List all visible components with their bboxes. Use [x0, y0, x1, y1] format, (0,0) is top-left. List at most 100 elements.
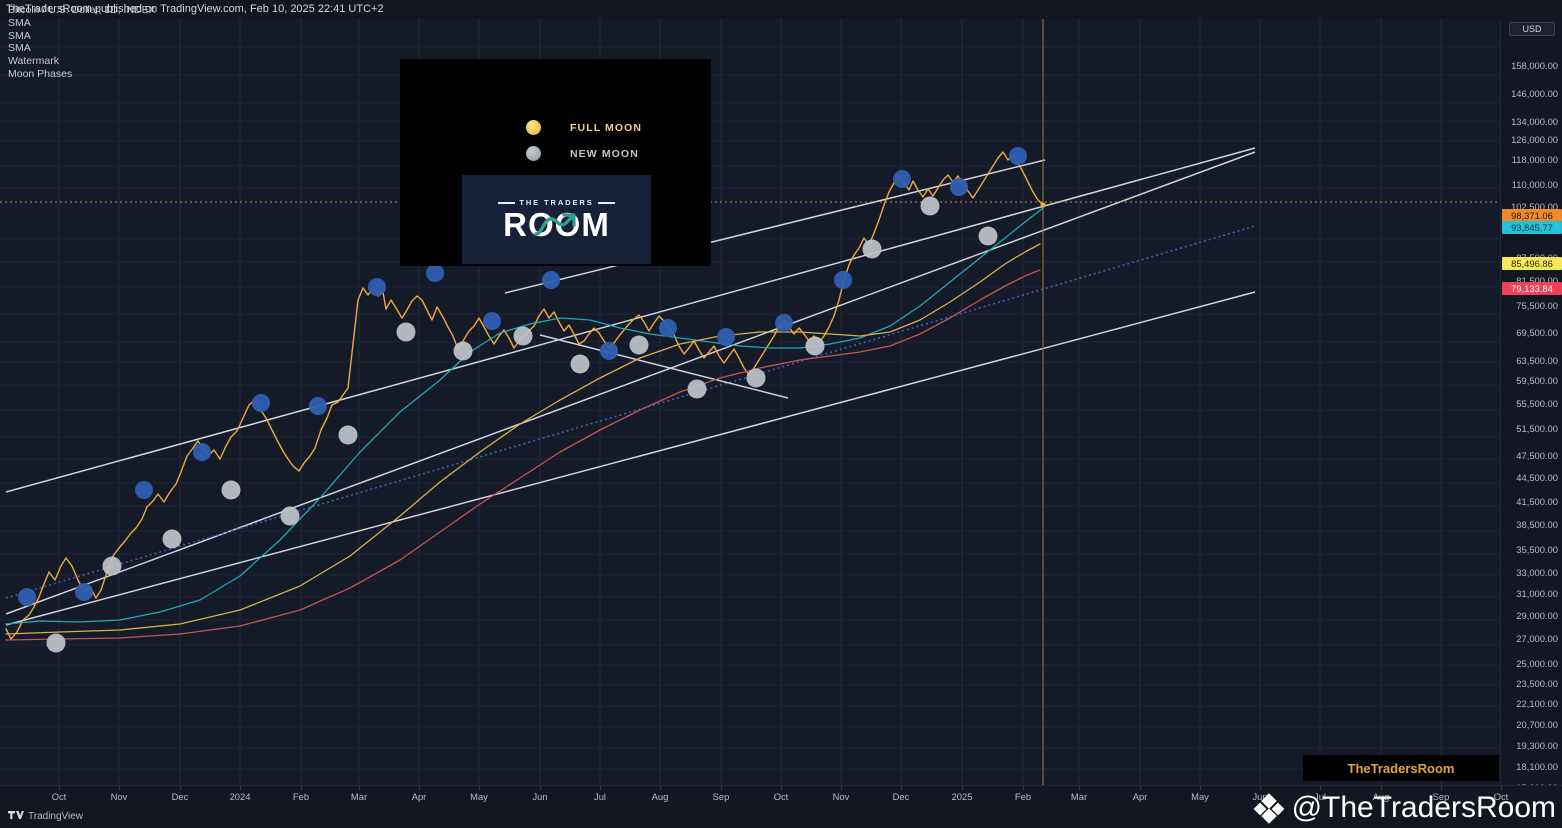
last-price-dot — [1040, 202, 1046, 208]
time-tick: Sep — [712, 791, 730, 802]
new-moon-marker[interactable] — [570, 354, 590, 374]
time-tick: Aug — [1372, 791, 1390, 802]
full-moon-marker[interactable] — [775, 314, 793, 332]
full-moon-marker[interactable] — [18, 588, 36, 606]
time-tick: Oct — [51, 791, 67, 802]
time-tick: May — [1191, 791, 1209, 802]
time-tick: 2025 — [951, 791, 973, 802]
price-tick: 35,500.00 — [1516, 544, 1558, 555]
full-moon-marker[interactable] — [950, 178, 968, 196]
new-moon-marker[interactable] — [102, 556, 122, 576]
time-tick: Oct — [773, 791, 789, 802]
time-tick: Jul — [1314, 791, 1326, 802]
new-moon-marker[interactable] — [280, 506, 300, 526]
series-line — [5, 207, 1044, 625]
full-moon-marker[interactable] — [717, 328, 735, 346]
time-tick-mark — [841, 786, 842, 790]
legend-watermark[interactable]: Watermark — [8, 55, 59, 68]
new-moon-marker[interactable] — [746, 368, 766, 388]
time-tick-mark — [479, 786, 480, 790]
full-moon-marker[interactable] — [135, 481, 153, 499]
price-tick: 18,100.00 — [1516, 761, 1558, 772]
full-moon-marker[interactable] — [252, 394, 270, 412]
new-moon-marker[interactable] — [162, 529, 182, 549]
time-tick: Apr — [411, 791, 427, 802]
new-moon-marker[interactable] — [978, 226, 998, 246]
series-line — [5, 269, 1041, 641]
price-tick: 38,500.00 — [1516, 519, 1558, 530]
trendline-wedge-lower — [539, 334, 789, 399]
full-moon-marker[interactable] — [426, 264, 444, 282]
time-tick-mark — [901, 786, 902, 790]
legend-moon-phases[interactable]: Moon Phases — [8, 67, 73, 80]
price-tick: 75,500.00 — [1516, 300, 1558, 311]
tradingview-label: TradingView — [28, 811, 84, 822]
price-tick: 110,000.00 — [1511, 179, 1558, 190]
price-badge[interactable]: 93,845.77 — [1502, 221, 1562, 234]
price-badge[interactable]: 79,133.84 — [1502, 282, 1562, 295]
new-moon-marker[interactable] — [338, 425, 358, 445]
new-moon-marker[interactable] — [920, 196, 940, 216]
new-moon-marker[interactable] — [629, 335, 649, 355]
logo-subtitle-row: THE TRADERS — [498, 198, 615, 207]
price-badge[interactable]: 85,496.86 — [1502, 257, 1562, 270]
legend-sma-2[interactable]: SMA — [8, 29, 31, 42]
time-tick-mark — [781, 786, 782, 790]
time-axis[interactable]: Oct Nov Dec 2024 Feb Mar Apr May Jun Jul Aug Sep Oct… — [0, 785, 1562, 807]
logo-rule-right — [597, 201, 615, 204]
currency-chip[interactable]: USD — [1509, 22, 1555, 36]
indicator-legend: Bitcoin / U.S. Dollar, 1D, INDEX SMA SMA… — [8, 4, 156, 82]
price-tick: 118,000.00 — [1511, 154, 1558, 165]
time-tick-mark — [660, 786, 661, 790]
price-tick: 126,000.00 — [1511, 134, 1558, 145]
time-tick: Nov — [110, 791, 128, 802]
time-tick-mark — [1501, 786, 1502, 790]
full-moon-marker[interactable] — [893, 170, 911, 188]
trendline-channel-line — [5, 151, 1256, 615]
legend-sma-3[interactable]: SMA — [8, 42, 31, 55]
new-moon-marker[interactable] — [862, 239, 882, 259]
time-tick-mark — [1381, 786, 1382, 790]
time-tick-mark — [1079, 786, 1080, 790]
time-tick-mark — [721, 786, 722, 790]
new-moon-marker[interactable] — [805, 336, 825, 356]
time-tick: Nov — [832, 791, 850, 802]
chart-plot — [0, 19, 1500, 785]
new-moon-marker[interactable] — [46, 633, 66, 653]
time-tick: Feb — [292, 791, 310, 802]
new-moon-marker[interactable] — [687, 379, 707, 399]
price-tick: 33,000.00 — [1516, 567, 1558, 578]
price-tick: 20,700.00 — [1516, 719, 1558, 730]
legend-sma-1[interactable]: SMA — [8, 16, 31, 29]
full-moon-marker[interactable] — [1009, 147, 1027, 165]
full-moon-marker[interactable] — [75, 583, 93, 601]
price-tick: 102,500.00 — [1511, 201, 1558, 212]
full-moon-marker[interactable] — [483, 312, 501, 330]
new-moon-marker[interactable] — [513, 326, 533, 346]
full-moon-marker[interactable] — [193, 443, 211, 461]
time-tick-mark — [359, 786, 360, 790]
time-tick: Dec — [171, 791, 189, 802]
price-tick: 27,000.00 — [1516, 633, 1558, 644]
full-moon-marker[interactable] — [834, 271, 852, 289]
full-moon-marker[interactable] — [309, 397, 327, 415]
trendline-channel-line — [5, 147, 1256, 493]
full-moon-marker[interactable] — [368, 278, 386, 296]
tradingview-logo[interactable]: TradingView — [8, 811, 83, 822]
chart-canvas[interactable] — [0, 19, 1500, 785]
time-tick: May — [470, 791, 488, 802]
new-moon-marker[interactable] — [221, 480, 241, 500]
price-badge[interactable]: 98,371.06 — [1502, 209, 1562, 222]
full-moon-marker[interactable] — [542, 271, 560, 289]
time-tick: Sep — [1432, 791, 1450, 802]
legend-symbol[interactable]: Bitcoin / U.S. Dollar, 1D, INDEX — [8, 4, 156, 16]
publish-info-bar: TheTradersRoom published on TradingView.… — [0, 0, 1562, 19]
full-moon-marker[interactable] — [659, 319, 677, 337]
new-moon-marker[interactable] — [453, 341, 473, 361]
series-line — [5, 151, 1044, 640]
new-moon-marker[interactable] — [396, 322, 416, 342]
full-moon-marker[interactable] — [600, 342, 618, 360]
price-tick: 25,000.00 — [1516, 658, 1558, 669]
price-axis[interactable]: USD 158,000.00 146,000.00 134,000.00 126,00… — [1500, 19, 1562, 793]
time-tick-mark — [419, 786, 420, 790]
